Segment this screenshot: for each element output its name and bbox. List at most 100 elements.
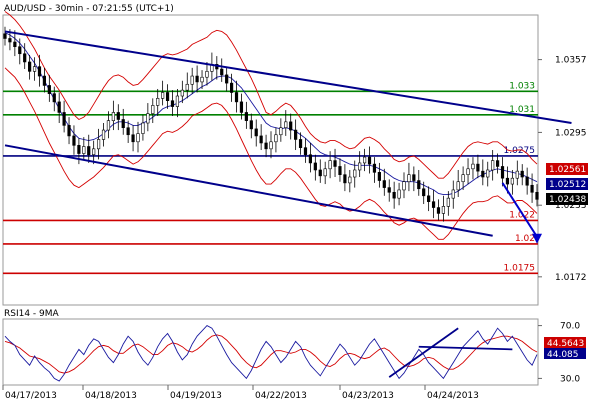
price-bar-body [249, 120, 253, 130]
price-bar-body [397, 189, 401, 199]
rsi-chart-title: RSI14 - 9MA [4, 309, 60, 319]
price-bar-body [431, 201, 436, 208]
price-bar-body [486, 169, 490, 178]
price-bar-body [229, 82, 234, 93]
price-bar-body [244, 112, 248, 121]
price-tag-label-1: 1.02512 [549, 180, 586, 190]
price-bar-body [121, 119, 125, 129]
price-bar-body [254, 128, 258, 137]
price-bar-body [308, 154, 313, 164]
price-bar-body [427, 195, 431, 202]
rsi-tag-0 [544, 337, 586, 348]
price-panel-frame [2, 14, 539, 306]
price-bar-body [72, 135, 76, 146]
price-bar-body [131, 134, 135, 143]
level-label-0: 1.033 [509, 81, 535, 91]
price-bar-body [446, 197, 450, 207]
price-bar-body [323, 168, 327, 177]
rsi-tick-label-0: 70.0 [560, 322, 580, 332]
price-bar-body [220, 68, 224, 76]
price-bar-body [491, 160, 495, 171]
price-bar-body [353, 169, 357, 178]
price-bar-body [42, 75, 47, 86]
price-bar-body [225, 74, 229, 84]
price-bar-body [165, 92, 170, 102]
price-bar-body [116, 112, 120, 120]
price-tag-1 [546, 178, 588, 190]
time-tick-label-0: 04/17/2013 [5, 391, 57, 400]
rsi-tag-1 [544, 348, 586, 359]
price-bar-body [151, 105, 155, 114]
price-tag-2 [546, 193, 588, 205]
price-bar-body [136, 133, 140, 143]
price-tick-label-3: 1.0172 [555, 273, 587, 283]
rsi-line [4, 325, 538, 382]
rsi-lines [4, 325, 538, 382]
price-bar-body [185, 83, 189, 91]
price-bar-body [96, 139, 101, 150]
rsi-axis-ticks: 70.0 30.0 [538, 322, 580, 384]
price-bars [3, 26, 539, 222]
price-bar-body [92, 148, 96, 156]
price-bar-body [436, 207, 441, 214]
price-bar-body [87, 146, 91, 156]
price-bar-body [101, 129, 106, 140]
price-bar-body [466, 168, 470, 175]
price-bar-body [234, 92, 239, 103]
price-bar-body [333, 160, 337, 167]
price-bar-body [525, 176, 529, 186]
rsi-tag-label-1: 44.085 [547, 350, 579, 360]
time-tick-label-5: 04/24/2013 [427, 391, 479, 400]
price-bar-body [362, 156, 367, 164]
price-bar-body [451, 189, 455, 199]
price-bar-body [530, 184, 534, 193]
price-bar-body [471, 163, 475, 170]
price-tag-label-2: 1.02438 [549, 195, 586, 205]
price-bar-body [3, 33, 7, 39]
price-tags: 1.02561 1.02512 1.02438 [546, 163, 588, 205]
price-bar-body [23, 53, 27, 63]
price-bar-body [343, 174, 347, 184]
rsi-tag-label-0: 44.5643 [547, 339, 584, 349]
price-bar-body [82, 146, 86, 154]
price-bar-body [156, 98, 160, 106]
price-bar-body [170, 100, 175, 107]
price-bar-body [358, 162, 362, 171]
price-bar-body [259, 135, 263, 144]
price-bar-body [313, 162, 317, 171]
price-bar-body [481, 170, 485, 178]
price-bar-body [13, 41, 17, 48]
forecast-arrow-shaft [501, 182, 538, 238]
bollinger-lower-line [4, 67, 538, 240]
price-tick-label-1: 1.0295 [555, 128, 587, 138]
price-bar-body [264, 142, 268, 150]
price-tick-label-2: 1.0233 [555, 201, 587, 211]
price-bar-body [417, 180, 421, 190]
price-bar-body [382, 180, 386, 188]
price-bar-body [500, 166, 505, 179]
price-tag-label-0: 1.02561 [549, 165, 586, 175]
price-bar-body [456, 181, 460, 191]
price-bar-body [520, 170, 524, 178]
level-label-1: 1.031 [509, 105, 535, 115]
level-label-3: 1.022 [509, 210, 535, 220]
trend-channel-lower-line [4, 144, 493, 237]
price-bar-body [18, 46, 22, 55]
price-bar-body [294, 129, 298, 140]
price-bar-body [422, 188, 426, 197]
price-bar-body [407, 174, 411, 183]
trend-channel [4, 30, 572, 244]
price-bar-body [328, 160, 332, 170]
price-bar-body [441, 206, 446, 214]
forecast-arrow-head [532, 233, 542, 244]
price-bar-body [161, 92, 165, 99]
price-bar-body [141, 122, 145, 134]
level-label-4: 1.02 [515, 234, 535, 244]
bollinger-upper-line [4, 11, 538, 179]
trend-channel-upper-line [4, 30, 572, 125]
price-bar-body [52, 93, 56, 103]
price-bar-body [37, 66, 42, 77]
price-bar-body [495, 160, 500, 167]
